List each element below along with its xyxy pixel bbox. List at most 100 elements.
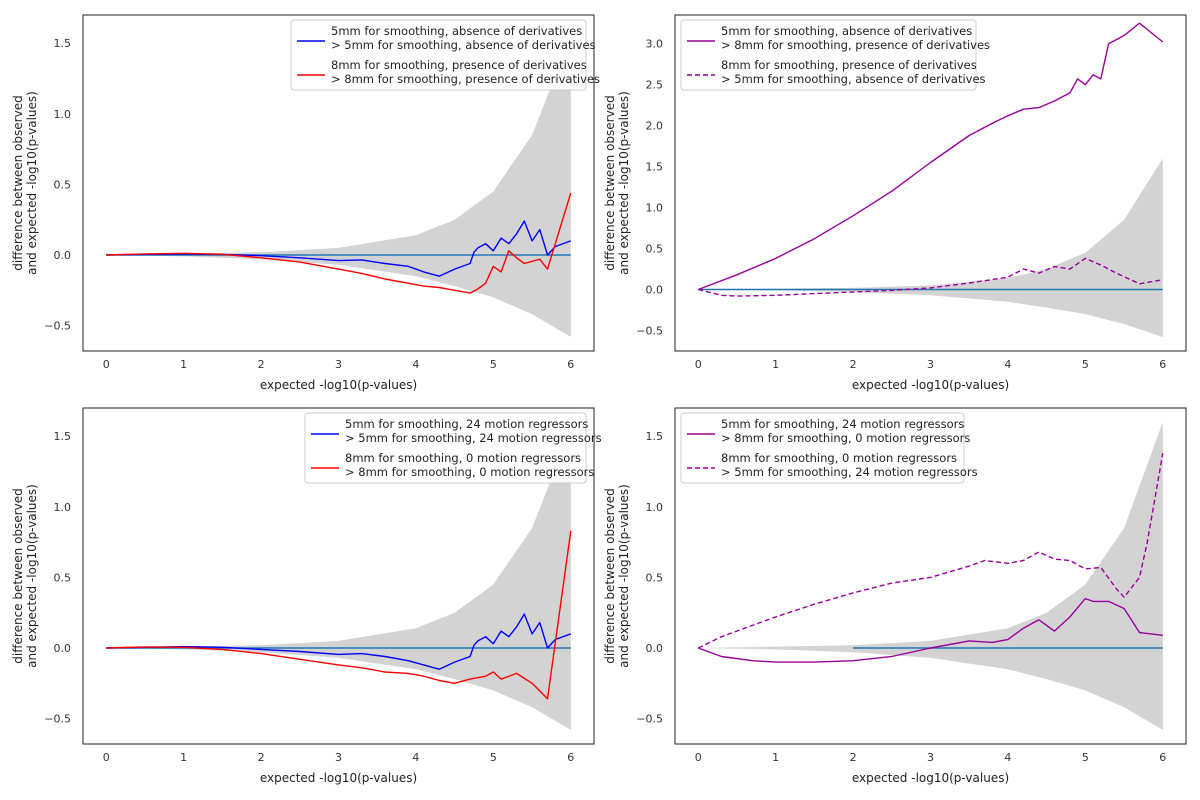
chart-panel-bottom-right: 0 1 2 3 4 5 6 −0.5 0.0 0.5 1.0 1.5 expected -log10(p… [603, 407, 1187, 785]
chart-panel-bottom-left: 0 1 2 3 4 5 6 −0.5 0.0 0.5 1.0 1.5 expected -log10(p… [11, 407, 602, 785]
legend-label-line2: > 5mm for smoothing, 24 motion regressor… [721, 465, 978, 479]
y-axis-label-line2: and expected -log10(p-values) [617, 91, 631, 275]
x-tick-label: 1 [180, 751, 187, 764]
x-axis-label: expected -log10(p-values) [260, 771, 417, 785]
y-axis-label-line2: and expected -log10(p-values) [617, 484, 631, 668]
x-tick-label: 2 [258, 358, 265, 371]
legend-label-line1: 5mm for smoothing, 24 motion regressors [345, 417, 588, 431]
x-tick-label: 0 [103, 358, 110, 371]
series-line-2 [106, 530, 572, 700]
x-tick-label: 6 [1159, 358, 1166, 371]
plot-area [697, 422, 1164, 730]
x-tick-label: 0 [103, 751, 110, 764]
x-axis-label: expected -log10(p-values) [852, 771, 1009, 785]
x-tick-label: 4 [412, 751, 419, 764]
x-tick-label: 1 [180, 358, 187, 371]
axes-frame [82, 407, 595, 745]
legend-label-line2: > 8mm for smoothing, 0 motion regressors [345, 465, 594, 479]
legend-label-line1: 8mm for smoothing, 0 motion regressors [721, 451, 957, 465]
legend-label-line1: 5mm for smoothing, absence of derivative… [721, 24, 972, 38]
x-tick-label: 4 [1004, 751, 1011, 764]
legend-label-line2: > 8mm for smoothing, presence of derivat… [331, 72, 600, 86]
y-axis-label-line2: and expected -log10(p-values) [25, 484, 39, 668]
x-axis-label: expected -log10(p-values) [852, 378, 1009, 392]
series-line-1 [697, 597, 1163, 663]
y-tick-label: 1.0 [646, 501, 664, 514]
y-tick-label: 1.5 [646, 161, 664, 174]
series-line-2 [698, 257, 1163, 297]
legend-label-line1: 8mm for smoothing, presence of derivativ… [331, 58, 587, 72]
y-tick-label: −0.5 [44, 713, 71, 726]
plot-area [697, 22, 1164, 338]
y-tick-label: 1.0 [54, 108, 72, 121]
legend-label-line2: > 5mm for smoothing, absence of derivati… [721, 72, 986, 86]
series-line-2 [106, 192, 572, 294]
x-tick-label: 5 [1082, 751, 1089, 764]
y-tick-label: 1.5 [54, 37, 72, 50]
series-line-1 [697, 22, 1164, 291]
x-tick-label: 0 [695, 751, 702, 764]
legend-label-line2: > 5mm for smoothing, 24 motion regressor… [345, 431, 602, 445]
y-axis-label-line2: and expected -log10(p-values) [25, 91, 39, 275]
y-tick-label: 0.0 [646, 284, 664, 297]
y-tick-label: 0.0 [54, 642, 72, 655]
axes-frame [674, 14, 1187, 352]
legend-label-line1: 8mm for smoothing, 0 motion regressors [345, 451, 581, 465]
chart-panel-top-left: 0 1 2 3 4 5 6 −0.5 0.0 0.5 1.0 1.5 expected -log10(p… [11, 14, 600, 392]
confidence-band [106, 429, 571, 730]
plot-area [106, 429, 572, 730]
x-tick-label: 2 [258, 751, 265, 764]
y-tick-label: 0.5 [54, 178, 72, 191]
x-tick-label: 2 [850, 751, 857, 764]
y-axis-label-line1: difference between observed [11, 488, 25, 663]
legend-label-line2: > 8mm for smoothing, 0 motion regressors [721, 431, 970, 445]
x-tick-label: 6 [567, 751, 574, 764]
y-tick-label: 0.0 [646, 642, 664, 655]
y-tick-label: −0.5 [44, 320, 71, 333]
legend-label-line2: > 5mm for smoothing, absence of derivati… [331, 38, 596, 52]
y-tick-label: 2.0 [646, 120, 664, 133]
y-tick-label: 2.5 [646, 79, 664, 92]
y-axis-label-line1: difference between observed [603, 488, 617, 663]
x-tick-label: 6 [567, 358, 574, 371]
x-tick-label: 5 [490, 751, 497, 764]
y-axis-label-line1: difference between observed [603, 95, 617, 270]
series-line-2 [697, 453, 1164, 649]
x-tick-label: 5 [490, 358, 497, 371]
y-tick-label: 1.5 [646, 430, 664, 443]
confidence-band [106, 36, 571, 337]
axes-frame [674, 407, 1187, 745]
y-tick-label: 0.0 [54, 249, 72, 262]
legend-box [680, 19, 977, 91]
legend-label-line1: 5mm for smoothing, absence of derivative… [331, 24, 582, 38]
chart-panel-top-right: 0 1 2 3 4 5 6 −0.5 0.0 0.5 1.0 1.5 2.0 2.5 3.0 expected… [603, 14, 1187, 392]
y-tick-label: 0.5 [646, 571, 664, 584]
y-axis-label-line1: difference between observed [11, 95, 25, 270]
legend-box [680, 412, 965, 484]
x-tick-label: 0 [695, 358, 702, 371]
x-tick-label: 1 [772, 358, 779, 371]
legend: 5mm for smoothing, absence of derivative… [680, 19, 990, 91]
confidence-band [698, 422, 1163, 730]
x-tick-label: 4 [412, 358, 419, 371]
y-tick-label: 0.5 [54, 571, 72, 584]
legend-box [304, 412, 587, 484]
series-line-1 [106, 220, 572, 277]
x-tick-label: 6 [1159, 751, 1166, 764]
legend-label-line2: > 8mm for smoothing, presence of derivat… [721, 38, 990, 52]
plot-area [106, 36, 572, 337]
x-tick-label: 5 [1082, 358, 1089, 371]
series-line-1 [106, 613, 572, 670]
x-tick-label: 2 [850, 358, 857, 371]
y-tick-label: −0.5 [636, 713, 663, 726]
x-tick-label: 3 [335, 358, 342, 371]
y-tick-label: −0.5 [636, 325, 663, 338]
y-tick-label: 1.0 [646, 202, 664, 215]
confidence-band [698, 158, 1163, 338]
legend-label-line1: 5mm for smoothing, 24 motion regressors [721, 417, 964, 431]
x-tick-label: 3 [927, 358, 934, 371]
legend-label-line1: 8mm for smoothing, presence of derivativ… [721, 58, 977, 72]
y-tick-label: 3.0 [646, 38, 664, 51]
x-tick-label: 4 [1004, 358, 1011, 371]
